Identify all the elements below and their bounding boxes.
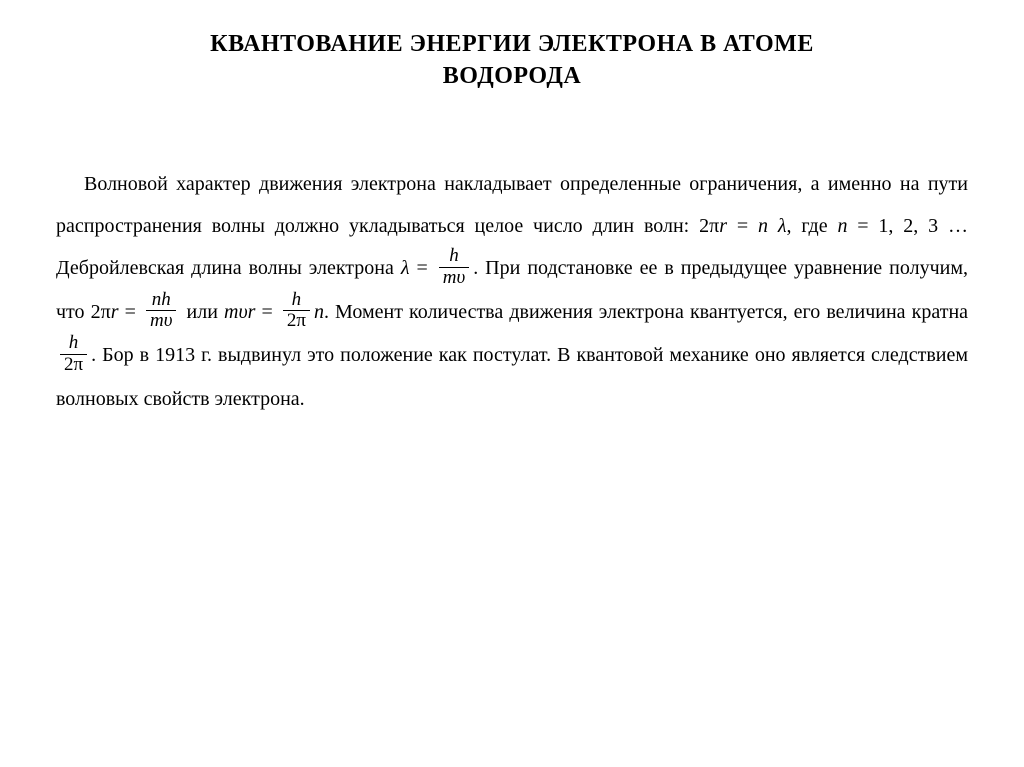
lambda: λ xyxy=(401,257,410,279)
body-paragraph: Волновой характер движения электрона нак… xyxy=(56,163,968,420)
frac2-den: mυ xyxy=(146,311,176,332)
page-title: КВАНТОВАНИЕ ЭНЕРГИИ ЭЛЕКТРОНА В АТОМЕ ВО… xyxy=(56,28,968,93)
frac1-den: mυ xyxy=(439,268,469,289)
title-line-2: ВОДОРОДА xyxy=(443,63,582,89)
text-or: или xyxy=(187,301,224,323)
frac1-num: h xyxy=(439,246,469,268)
fraction-h-over-mv: hmυ xyxy=(439,246,469,289)
fraction-h-over-2pi-b: h2π xyxy=(60,333,87,376)
frac3-num: h xyxy=(283,290,310,312)
frac3-den: 2π xyxy=(283,311,310,332)
page: КВАНТОВАНИЕ ЭНЕРГИИ ЭЛЕКТРОНА В АТОМЕ ВО… xyxy=(0,0,1024,420)
eq-sign-3: = xyxy=(255,301,278,323)
title-line-1: КВАНТОВАНИЕ ЭНЕРГИИ ЭЛЕКТРОНА В АТОМЕ xyxy=(210,31,814,57)
n-var: n xyxy=(837,215,847,237)
fraction-nh-over-mv: nhmυ xyxy=(146,290,176,333)
eq2-lhs: 2πr xyxy=(91,301,119,323)
frac4-den: 2π xyxy=(60,355,87,376)
eq1-rhs: n λ xyxy=(758,215,787,237)
frac4-num: h xyxy=(60,333,87,355)
eq1-eq: = xyxy=(727,215,758,237)
eq3-lhs: mυr xyxy=(224,301,255,323)
text-run-5: . Бор в 1913 г. выдвинул это положение к… xyxy=(56,344,968,410)
frac2-num: nh xyxy=(146,290,176,312)
eq1-lhs: 2πr xyxy=(699,215,727,237)
eq-sign-1: = xyxy=(410,257,435,279)
eq3-tail: n xyxy=(314,301,324,323)
eq-sign-2: = xyxy=(119,301,142,323)
fraction-h-over-2pi-a: h2π xyxy=(283,290,310,333)
text-run-2: , где xyxy=(786,215,837,237)
text-run-4: . Момент количества движения электрона к… xyxy=(324,301,968,323)
